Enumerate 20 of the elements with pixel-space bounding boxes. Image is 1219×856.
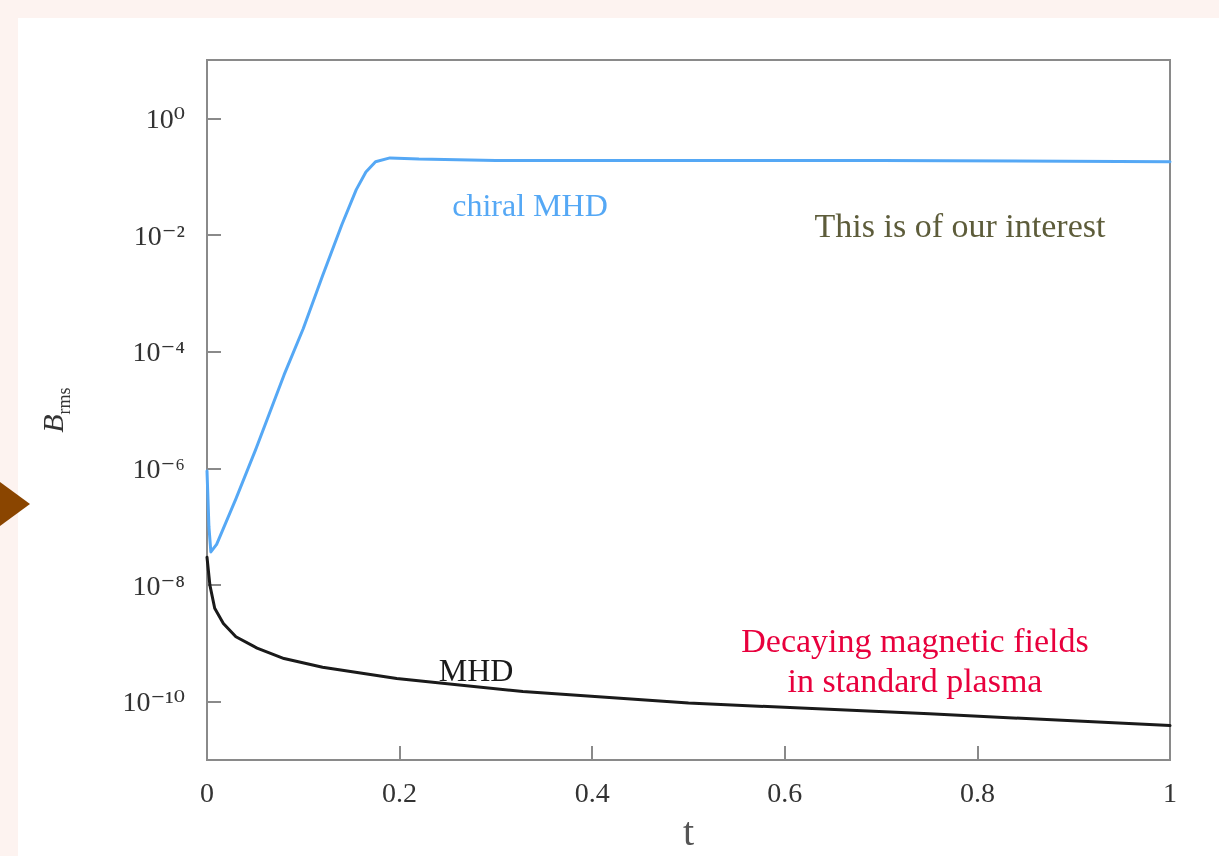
line-series — [205, 555, 1172, 728]
y-tick-label: 10⁻⁴ — [132, 336, 185, 368]
x-tick-label: 0.6 — [767, 776, 803, 808]
x-tick-label: 0.8 — [959, 776, 995, 808]
x-tick-label: 0.2 — [382, 776, 418, 808]
y-tick-label: 10⁻² — [133, 219, 185, 251]
x-tick-label: 0 — [200, 776, 214, 808]
x-axis-title: t — [682, 808, 695, 854]
annotation: Decaying magnetic fields in standard plasma — [741, 621, 1089, 699]
annotation: This is of our interest — [814, 206, 1106, 244]
y-tick-label: 10⁰ — [145, 102, 185, 134]
y-tick-label: 10⁻¹⁰ — [122, 686, 185, 718]
line-series — [205, 156, 1172, 554]
y-tick-label: 10⁻⁶ — [132, 452, 185, 484]
series-label: MHD — [438, 652, 514, 688]
y-axis-title: Brms — [35, 387, 74, 433]
x-tick-label: 1 — [1163, 776, 1177, 808]
x-tick-label: 0.4 — [574, 776, 610, 808]
y-tick-label: 10⁻⁸ — [132, 569, 185, 601]
series-label: chiral MHD — [452, 187, 608, 223]
